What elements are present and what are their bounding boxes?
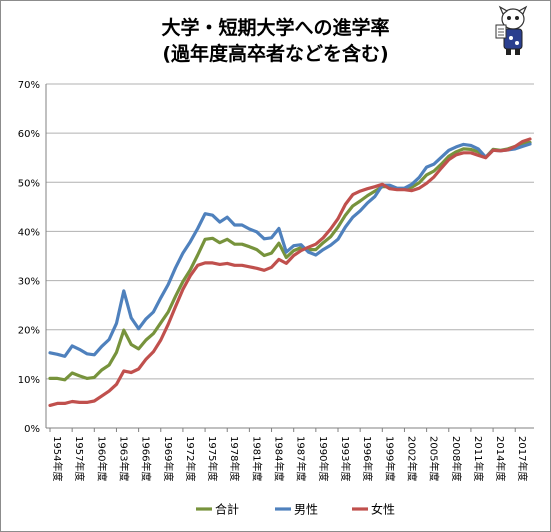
chart-title: 大学・短期大学への進学率	[161, 17, 390, 39]
y-tick-label: 30%	[18, 277, 40, 288]
series-line-1	[48, 142, 532, 358]
x-tick-label: 1984年度	[273, 436, 286, 481]
y-tick-label: 20%	[18, 326, 40, 337]
y-tick-label: 50%	[18, 178, 40, 189]
x-tick-label: 2014年度	[494, 436, 507, 481]
y-tick-label: 0%	[24, 424, 40, 435]
x-tick-label: 2017年度	[516, 436, 529, 481]
x-tick-label: 2008年度	[450, 436, 463, 481]
y-tick-label: 40%	[18, 227, 40, 238]
x-tick-label: 2005年度	[428, 436, 441, 481]
x-tick-label: 1960年度	[95, 436, 108, 481]
x-tick-label: 1975年度	[206, 436, 219, 481]
x-tick-label: 1972年度	[184, 436, 197, 481]
chart-subtitle: (過年度高卒者などを含む)	[162, 43, 389, 65]
x-tick-label: 2011年度	[472, 436, 485, 481]
x-tick-label: 1957年度	[73, 436, 86, 481]
x-tick-label: 1966年度	[140, 436, 153, 481]
mascot-icon	[495, 5, 528, 55]
x-tick-label: 1999年度	[383, 436, 396, 481]
y-tick-label: 10%	[18, 375, 40, 386]
x-tick-label: 1990年度	[317, 436, 330, 481]
legend-label-2: 女性	[371, 502, 395, 517]
legend-label-1: 男性	[294, 503, 318, 517]
x-tick-label: 1987年度	[295, 436, 308, 481]
x-tick-label: 1963年度	[117, 436, 130, 481]
series-line-2	[48, 137, 532, 407]
x-tick-label: 1954年度	[51, 436, 64, 481]
series-line-0	[48, 140, 532, 382]
x-tick-label: 1993年度	[339, 436, 352, 481]
legend-label-0: 合計	[215, 502, 239, 517]
x-tick-label: 2002年度	[405, 436, 418, 481]
y-tick-label: 70%	[18, 80, 40, 91]
x-tick-label: 1978年度	[228, 436, 241, 481]
x-tick-label: 1981年度	[250, 436, 263, 481]
x-tick-label: 1996年度	[361, 436, 374, 481]
x-tick-label: 1969年度	[162, 436, 175, 481]
y-tick-label: 60%	[18, 129, 40, 140]
